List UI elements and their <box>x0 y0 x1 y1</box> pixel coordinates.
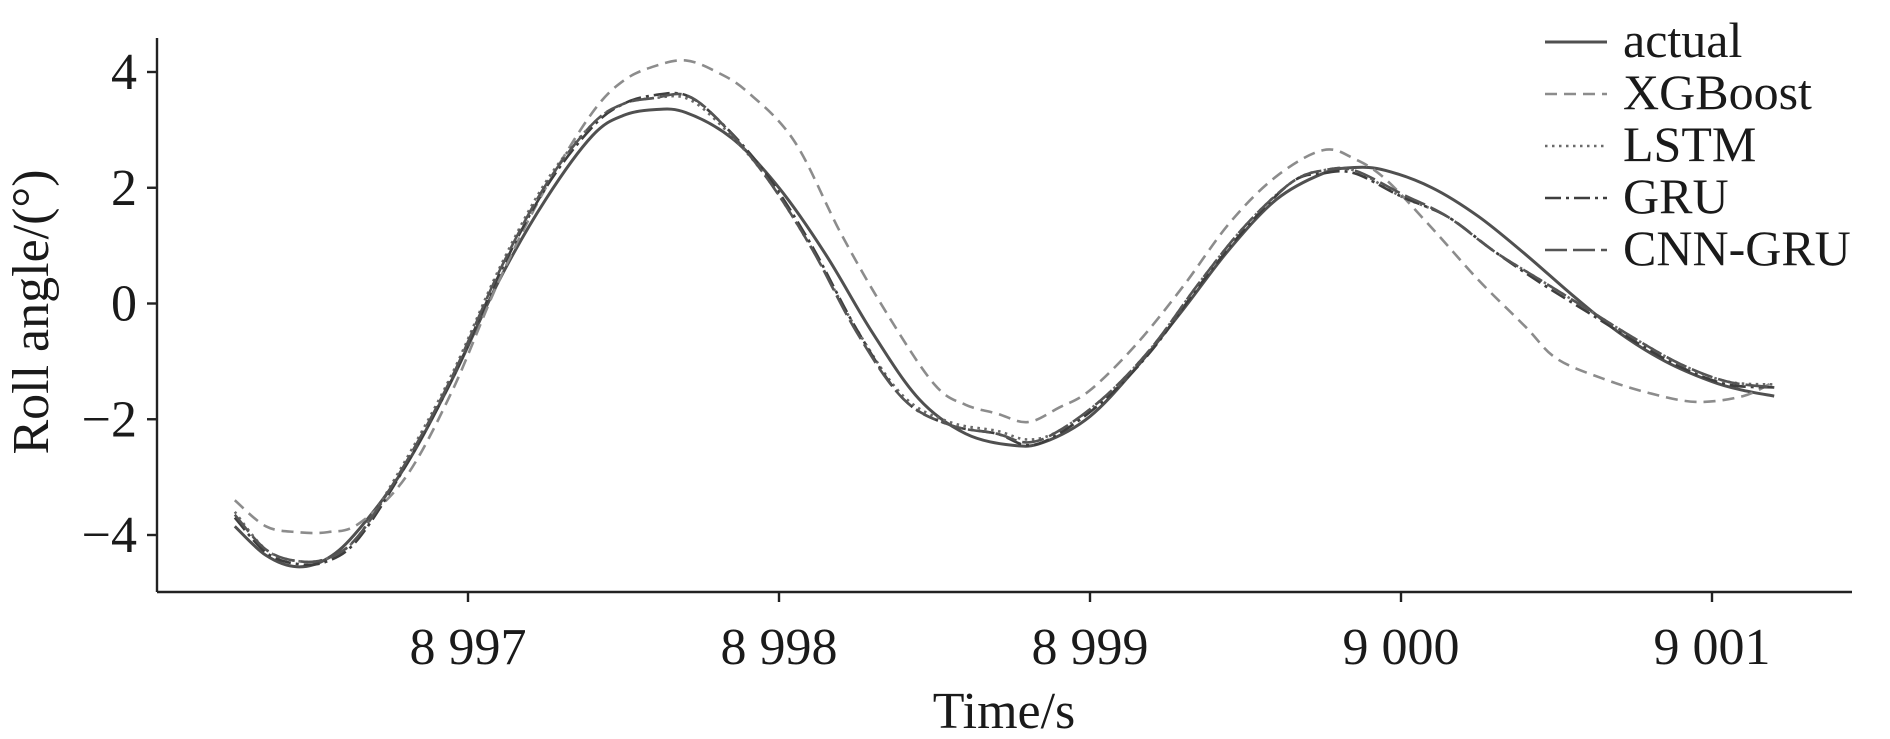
series-line-lstm <box>233 94 1775 564</box>
y-tick-label: −4 <box>82 507 137 564</box>
legend-label-cnn-gru: CNN-GRU <box>1623 220 1851 276</box>
legend-label-actual: actual <box>1623 12 1742 68</box>
x-tick-label: 8 998 <box>721 619 838 676</box>
x-axis-title: Time/s <box>933 683 1076 739</box>
legend-label-xgboost: XGBoost <box>1623 64 1812 120</box>
x-tick-label: 9 000 <box>1343 619 1460 676</box>
axes <box>155 38 1852 594</box>
y-tick-label: 2 <box>111 160 137 217</box>
series-lines <box>233 58 1775 569</box>
y-axis-title: Roll angle/(°) <box>3 169 60 454</box>
series-line-cnn-gru <box>233 92 1775 564</box>
legend-label-lstm: LSTM <box>1623 116 1756 172</box>
x-tick-label: 8 997 <box>410 619 527 676</box>
series-line-actual <box>233 107 1775 569</box>
x-ticks: 8 997 8 998 8 999 9 000 9 001 <box>410 592 1771 676</box>
y-ticks: −4 −2 0 2 4 <box>82 44 157 564</box>
series-line-xgboost <box>233 58 1775 535</box>
x-tick-label: 9 001 <box>1654 619 1771 676</box>
legend-label-gru: GRU <box>1623 168 1729 224</box>
series-line-gru <box>233 91 1775 567</box>
y-tick-label: −2 <box>82 391 137 448</box>
y-tick-label: 0 <box>111 276 137 333</box>
y-tick-label: 4 <box>111 44 137 101</box>
x-tick-label: 8 999 <box>1032 619 1149 676</box>
